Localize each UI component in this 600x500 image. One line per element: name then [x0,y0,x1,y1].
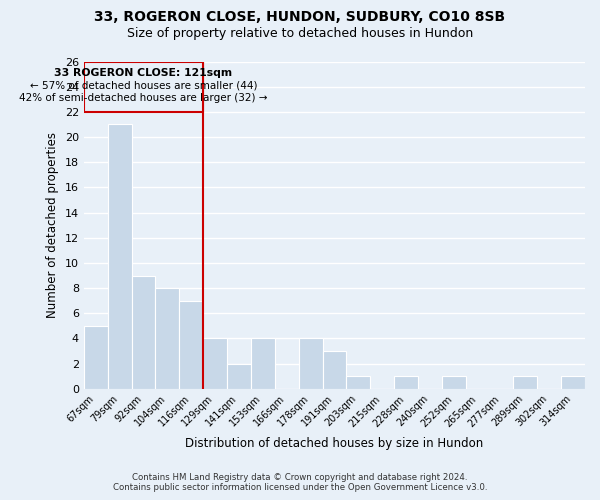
Bar [299,338,323,389]
Bar [131,276,155,389]
X-axis label: Distribution of detached houses by size in Hundon: Distribution of detached houses by size … [185,437,484,450]
Y-axis label: Number of detached properties: Number of detached properties [46,132,59,318]
Bar [108,124,131,389]
Text: Contains HM Land Registry data © Crown copyright and database right 2024.
Contai: Contains HM Land Registry data © Crown c… [113,473,487,492]
Bar [227,364,251,389]
Bar [394,376,418,389]
Text: 33 ROGERON CLOSE: 121sqm: 33 ROGERON CLOSE: 121sqm [55,68,233,78]
Bar [323,351,346,389]
Bar [203,338,227,389]
Text: ← 57% of detached houses are smaller (44): ← 57% of detached houses are smaller (44… [30,80,257,90]
Bar [561,376,585,389]
Text: Size of property relative to detached houses in Hundon: Size of property relative to detached ho… [127,28,473,40]
Bar [442,376,466,389]
Bar [155,288,179,389]
Text: 33, ROGERON CLOSE, HUNDON, SUDBURY, CO10 8SB: 33, ROGERON CLOSE, HUNDON, SUDBURY, CO10… [94,10,506,24]
Bar [179,300,203,389]
Bar [346,376,370,389]
Bar [251,338,275,389]
Text: 42% of semi-detached houses are larger (32) →: 42% of semi-detached houses are larger (… [19,93,268,103]
FancyBboxPatch shape [84,62,203,112]
Bar [84,326,108,389]
Bar [514,376,537,389]
